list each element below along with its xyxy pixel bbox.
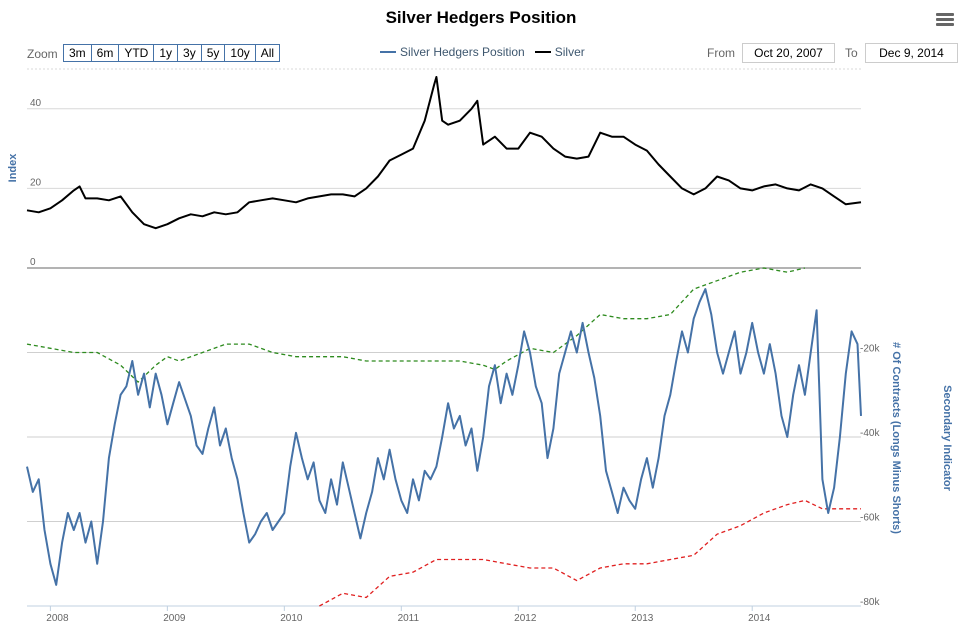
lower-tick-label: -80k	[860, 597, 880, 608]
zoom-button-3y[interactable]: 3y	[177, 44, 202, 62]
x-tick-label: 2011	[398, 613, 420, 624]
upper-tick-label: 0	[30, 257, 36, 268]
zoom-button-10y[interactable]: 10y	[224, 44, 256, 62]
x-tick-label: 2013	[631, 613, 654, 624]
to-date-input[interactable]	[865, 43, 958, 63]
lower-tick-label: -20k	[860, 344, 880, 355]
zoom-button-ytd[interactable]: YTD	[118, 44, 155, 62]
x-tick-label: 2008	[46, 613, 69, 624]
lower-tick-label: -60k	[860, 513, 880, 524]
x-tick-label: 2010	[280, 613, 303, 624]
from-label: From	[707, 46, 735, 60]
x-tick-label: 2014	[748, 613, 771, 624]
legend-label: Silver	[554, 45, 585, 59]
legend: Silver Hedgers Position Silver	[380, 45, 595, 59]
lower-y-axis-title: # Of Contracts (Longs Minus Shorts)	[890, 342, 902, 534]
x-tick-label: 2012	[514, 613, 537, 624]
series-line-dashed-2	[26, 267, 806, 383]
upper-y-axis-title: Index	[7, 153, 19, 183]
menu-icon[interactable]	[936, 13, 954, 27]
from-date-input[interactable]	[742, 43, 835, 63]
series-line-silver	[26, 76, 862, 230]
zoom-button-3m[interactable]: 3m	[63, 44, 92, 62]
series-line-silver-hedgers-position	[26, 288, 862, 586]
chart-title: Silver Hedgers Position	[385, 8, 577, 27]
zoom-buttons: 3m 6m YTD 1y 3y 5y 10y All	[63, 44, 281, 62]
upper-tick-label: 40	[30, 98, 42, 109]
secondary-axis-title: Secondary Indicator	[941, 385, 953, 491]
series-line-dashed-3	[319, 499, 861, 607]
legend-swatch	[534, 51, 551, 53]
legend-item-1[interactable]: Silver	[534, 45, 585, 59]
legend-item-0[interactable]: Silver Hedgers Position	[380, 45, 525, 59]
zoom-label: Zoom	[27, 47, 58, 61]
lower-tick-label: -40k	[860, 428, 880, 439]
legend-label: Silver Hedgers Position	[400, 45, 525, 59]
zoom-button-1y[interactable]: 1y	[153, 44, 179, 62]
to-label: To	[845, 46, 858, 60]
x-tick-label: 2009	[163, 613, 186, 624]
legend-swatch	[380, 51, 396, 53]
zoom-button-5y[interactable]: 5y	[200, 44, 226, 62]
upper-tick-label: 20	[30, 177, 42, 188]
zoom-button-all[interactable]: All	[254, 44, 281, 62]
